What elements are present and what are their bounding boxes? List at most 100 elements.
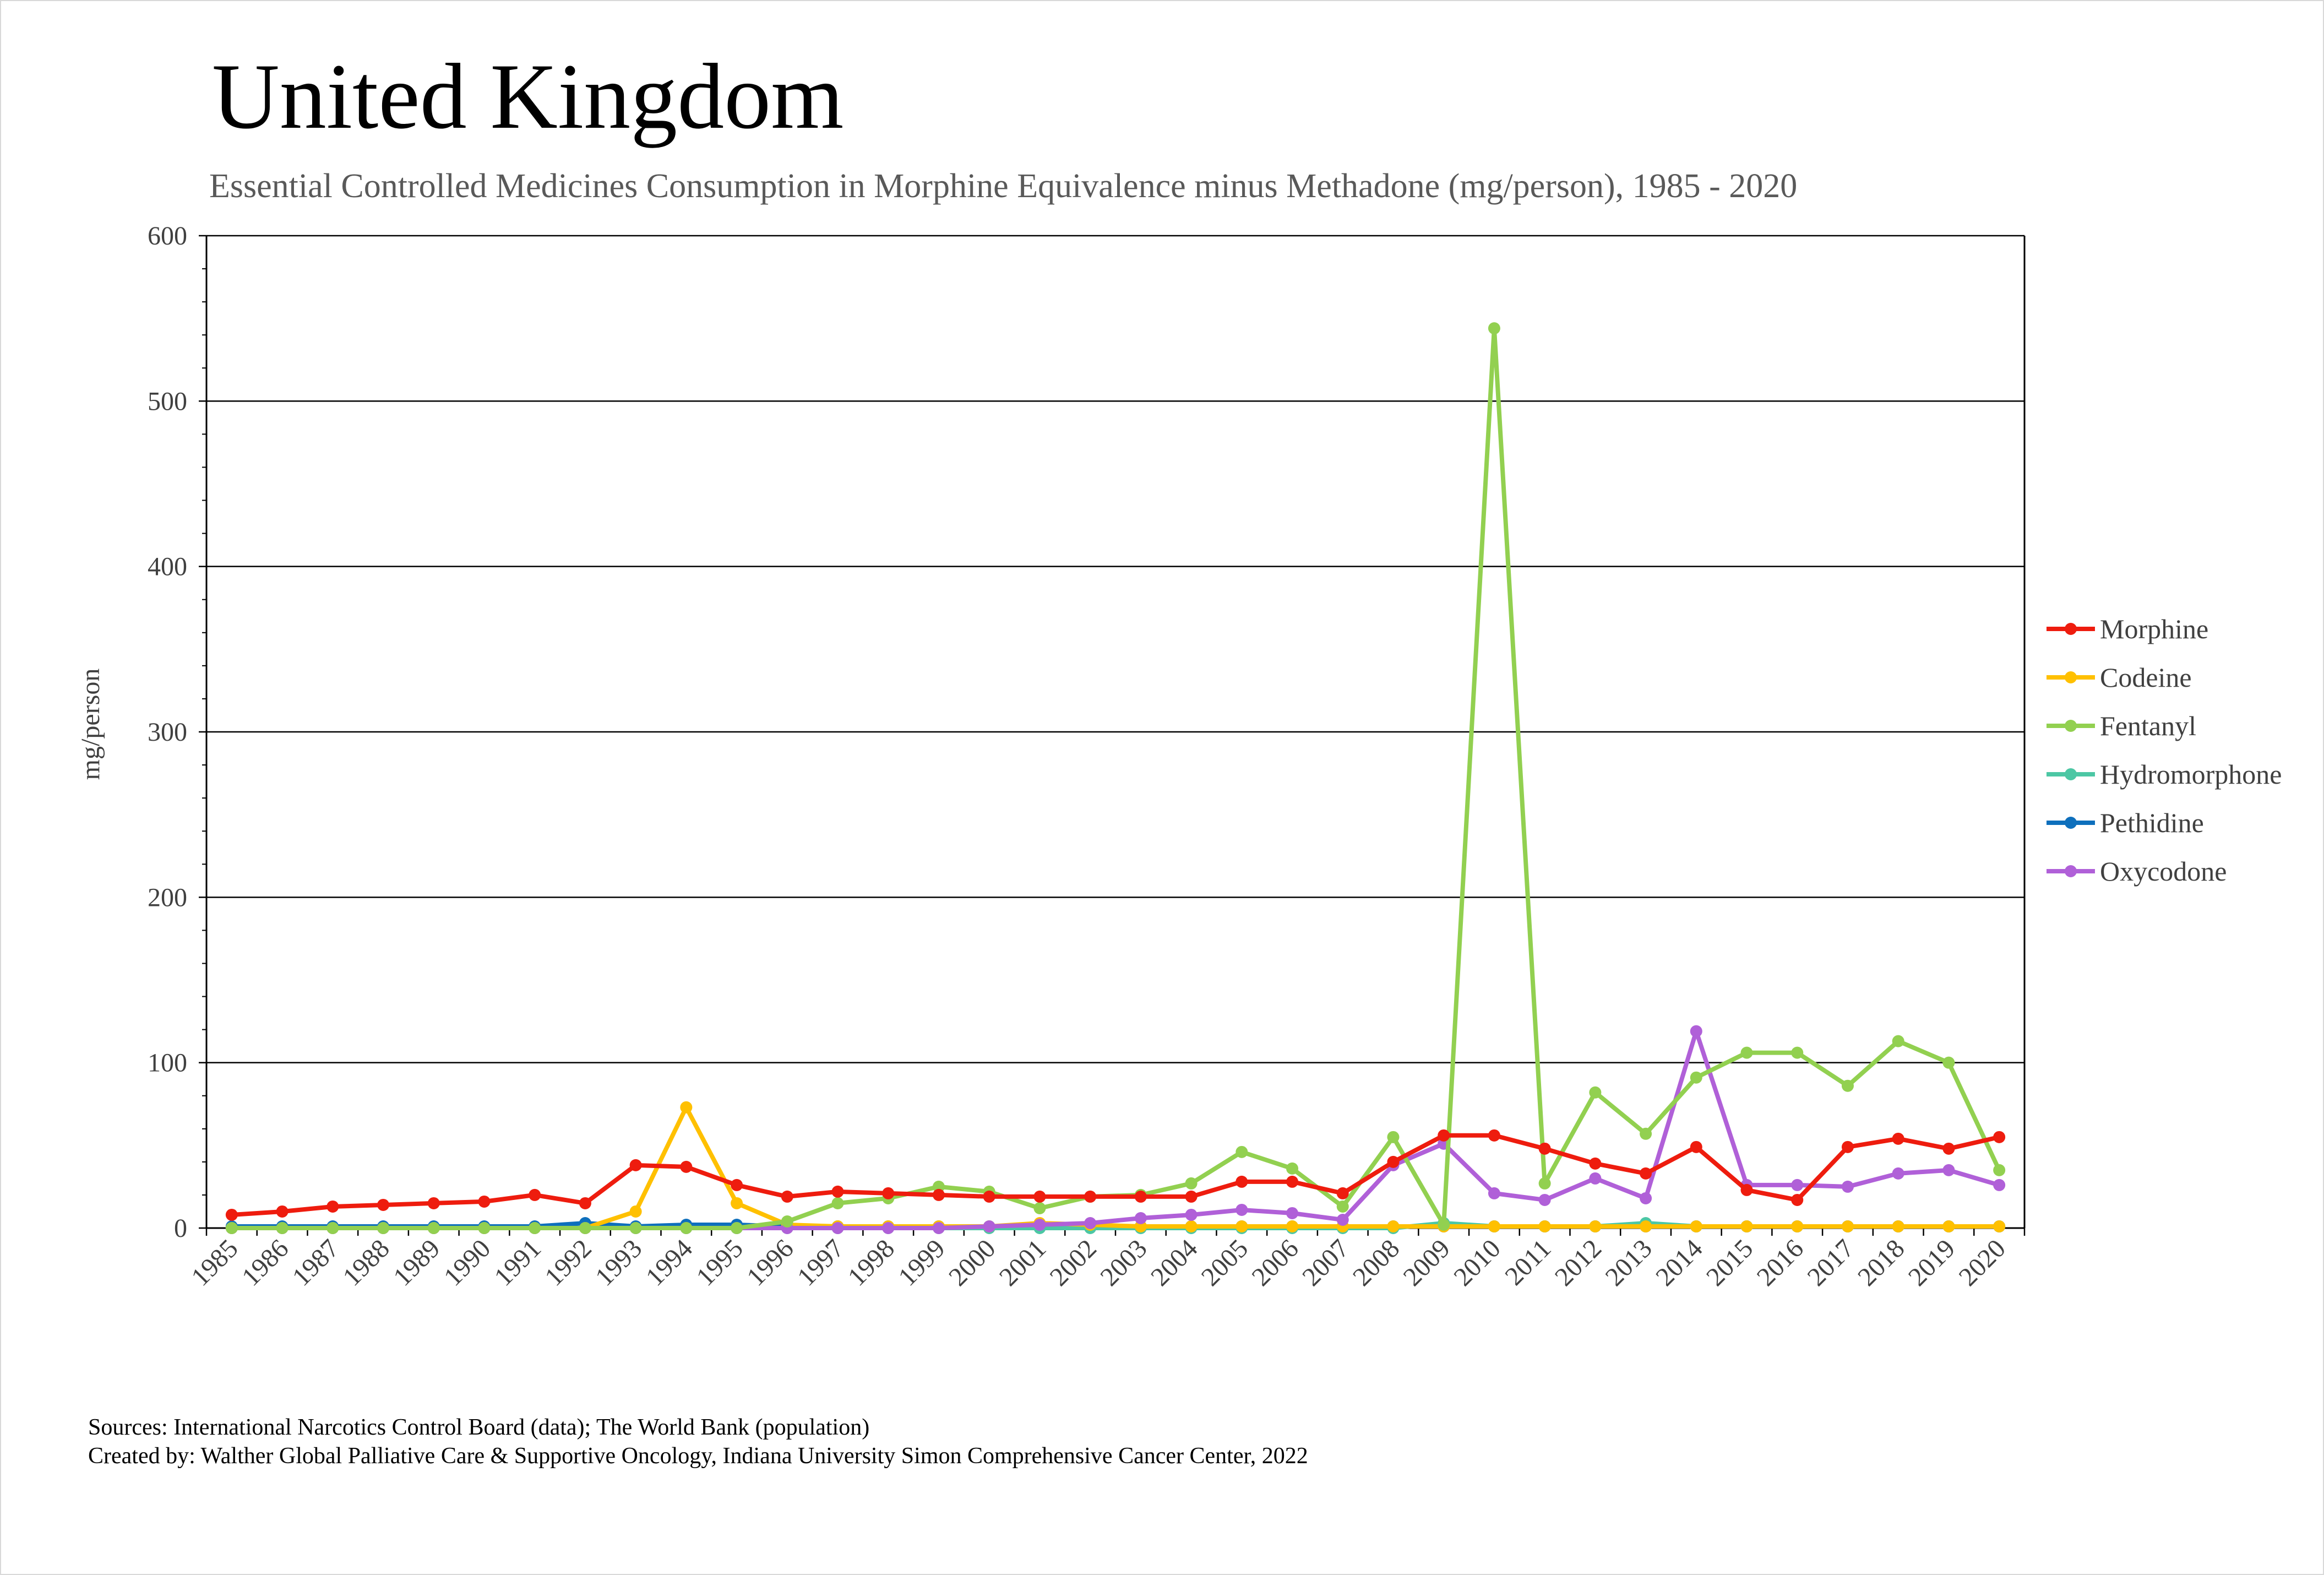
x-tick-label-1985: 1985 [186,1234,243,1291]
fentanyl-point-2011 [1538,1177,1551,1190]
y-tick-label-300: 300 [148,718,187,747]
codeine-line [229,1105,2002,1230]
legend-label-oxycodone: Oxycodone [2100,856,2227,887]
legend-item-fentanyl: Fentanyl [2047,710,2196,741]
x-tick-label-1989: 1989 [388,1234,445,1291]
fentanyl-point-2006 [1286,1162,1299,1175]
morphine-point-2008 [1387,1155,1400,1168]
x-tick-label-2016: 2016 [1751,1234,1809,1291]
morphine-point-1996 [781,1190,793,1203]
oxycodone-point-2020 [1993,1178,2006,1191]
fentanyl-point-1990 [478,1222,491,1234]
codeine-point-1993 [629,1205,642,1218]
gridlines [206,235,2024,1229]
oxycodone-point-2012 [1589,1172,1602,1185]
codeine-point-2008 [1387,1220,1400,1232]
x-tick-label-2015: 2015 [1701,1234,1759,1291]
morphine-point-2011 [1538,1142,1551,1155]
fentanyl-point-1985 [225,1222,238,1234]
oxycodone-point-2019 [1942,1164,1955,1176]
codeine-point-2006 [1286,1220,1299,1232]
fentanyl-point-1995 [731,1222,743,1234]
oxycodone-point-2002 [1084,1216,1097,1229]
oxycodone-point-2006 [1286,1207,1299,1219]
x-tick-label-2019: 2019 [1903,1234,1961,1291]
legend-swatch-marker-pethidine [2065,817,2077,829]
fentanyl-point-2014 [1690,1071,1702,1084]
legend: Morphine Codeine Fentanyl Hydromorphone Peth… [2047,613,2282,887]
legend-swatch-marker-hydromorphone [2065,768,2077,780]
x-tick-label-2020: 2020 [1953,1234,2011,1291]
fentanyl-point-2007 [1336,1200,1349,1213]
oxycodone-point-2007 [1336,1213,1349,1226]
y-tick-label-100: 100 [148,1049,187,1078]
fentanyl-point-2005 [1236,1145,1248,1158]
codeine-point-2011 [1538,1220,1551,1232]
morphine-point-2004 [1185,1190,1198,1203]
codeine-point-2014 [1690,1220,1702,1232]
legend-item-pethidine: Pethidine [2047,807,2204,838]
created-by-note: Created by: Walther Global Palliative Ca… [88,1443,1308,1469]
morphine-point-2018 [1892,1132,1904,1145]
fentanyl-line [229,326,2002,1230]
morphine-point-2020 [1993,1131,2006,1143]
x-tick-label-1997: 1997 [792,1234,850,1291]
morphine-point-1986 [276,1205,289,1218]
fentanyl-point-1987 [326,1222,339,1234]
oxycodone-point-2011 [1538,1193,1551,1206]
oxycodone-point-1998 [882,1222,895,1234]
fentanyl-point-2013 [1640,1127,1652,1140]
oxycodone-point-2013 [1640,1192,1652,1204]
morphine-point-2010 [1488,1129,1500,1142]
oxycodone-point-1999 [932,1222,945,1234]
morphine-point-2019 [1942,1142,1955,1155]
fentanyl-point-1992 [579,1222,591,1234]
morphine-point-1994 [680,1160,693,1173]
x-tick-label-2014: 2014 [1650,1234,1708,1291]
oxycodone-point-2003 [1134,1212,1147,1224]
x-tick-label-2004: 2004 [1145,1234,1203,1291]
fentanyl-point-2012 [1589,1086,1602,1099]
fentanyl-point-2009 [1438,1218,1450,1231]
x-tick-label-2006: 2006 [1246,1234,1304,1291]
morphine-point-1987 [326,1200,339,1213]
x-tick-label-1999: 1999 [892,1234,950,1291]
codeine-point-2017 [1841,1220,1854,1232]
x-tick-label-1993: 1993 [590,1234,647,1291]
x-tick-label-2003: 2003 [1095,1234,1152,1291]
fentanyl-point-2017 [1841,1079,1854,1092]
fentanyl-point-1993 [629,1222,642,1234]
x-tick-label-1998: 1998 [842,1234,900,1291]
morphine-point-2009 [1438,1129,1450,1142]
morphine-point-1988 [377,1198,390,1211]
oxycodone-point-2004 [1185,1208,1198,1221]
legend-item-morphine: Morphine [2047,613,2208,644]
morphine-point-1992 [579,1197,591,1209]
morphine-point-1998 [882,1187,895,1199]
y-axis-label: mg/person [76,669,105,780]
morphine-point-2003 [1134,1190,1147,1203]
x-tick-label-1992: 1992 [539,1234,597,1291]
x-tick-label-2018: 2018 [1852,1234,1910,1291]
x-tick-label-1996: 1996 [741,1234,799,1291]
morphine-point-1995 [731,1178,743,1191]
fentanyl-point-2015 [1740,1046,1753,1059]
fentanyl-point-2016 [1791,1046,1804,1059]
legend-swatch-marker-morphine [2065,623,2077,635]
chart-title: United Kingdom [212,45,843,148]
fentanyl-point-1994 [680,1222,693,1234]
x-tick-label-2000: 2000 [943,1234,1001,1291]
oxycodone-point-2016 [1791,1178,1804,1191]
x-tick-label-1991: 1991 [489,1234,547,1291]
x-tick-label-2001: 2001 [994,1234,1052,1291]
x-tick-label-1994: 1994 [640,1234,698,1291]
oxycodone-point-2018 [1892,1167,1904,1180]
codeine-point-1994 [680,1101,693,1114]
oxycodone-point-2010 [1488,1187,1500,1199]
y-tick-label-200: 200 [148,883,187,912]
legend-label-morphine: Morphine [2100,613,2208,644]
morphine-point-2006 [1286,1175,1299,1188]
legend-label-fentanyl: Fentanyl [2100,710,2196,741]
oxycodone-point-2000 [983,1220,995,1232]
